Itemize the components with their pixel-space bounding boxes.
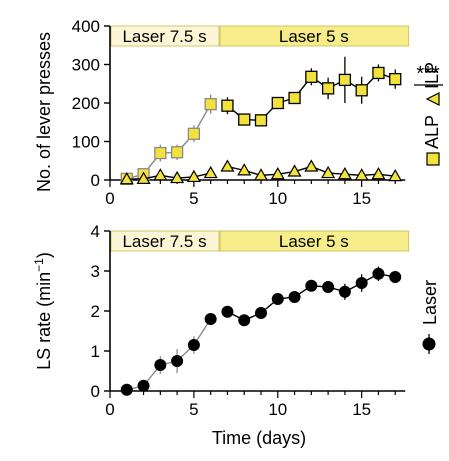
legend-alp-label: ALP [422,115,442,149]
data-point [322,281,335,293]
y-tick-label: 3 [91,262,100,281]
y-axis-label: LS rate (min−1) [32,252,54,370]
legend: ALP ILP [422,62,442,166]
data-point [372,267,385,280]
data-point [288,91,301,105]
phase-label: Laser 7.5 s [122,232,206,251]
y-axis-label-close: ) [34,252,54,258]
x-tick-label: 10 [268,400,287,419]
data-point [136,171,151,184]
legend-laser-label: Laser [420,280,440,325]
x-tick-label: 15 [352,400,371,419]
data-point [254,114,268,127]
data-point [253,168,269,181]
data-point [255,307,267,319]
legend: Laser [420,280,440,354]
y-tick-label: 200 [72,94,100,113]
series-alp [120,56,402,185]
x-tick-label: 0 [105,189,114,208]
data-point [372,66,385,80]
data-point [287,164,302,177]
y-tick-label: 1 [91,342,100,361]
phase-band [219,25,410,47]
data-point [321,82,335,95]
x-tick-label: 5 [189,400,198,419]
data-point [153,168,168,181]
data-point [238,314,251,327]
data-point [355,84,368,97]
data-point [237,163,252,176]
data-point [120,383,133,396]
series-line-early [126,318,212,391]
data-point [355,277,368,289]
data-point [389,271,402,283]
legend-laser-marker [422,337,436,351]
data-point [187,127,201,140]
data-point [137,379,150,392]
phase-band [110,25,220,47]
series-ilp [119,159,403,185]
y-tick-label: 0 [91,171,100,190]
data-point [288,291,301,303]
data-point [204,98,217,111]
data-point [203,165,218,179]
data-point [187,339,200,351]
data-point [354,168,369,181]
y-tick-label: 4 [91,222,100,241]
data-point [270,167,285,180]
x-tick-label: 0 [105,400,114,419]
series-line-early [126,103,212,180]
data-point [154,359,167,371]
data-point [321,165,336,179]
data-point [371,167,386,180]
x-axis-label: Time (days) [212,428,306,448]
data-point [304,159,319,172]
ls-rate-panel: Laser 7.5 s Laser 5 s 0 1 2 3 4 0 5 10 15 LS rate (… [32,222,440,448]
phase-label: Laser 5 s [279,27,349,46]
y-tick-label: 100 [72,133,100,152]
phase-band [219,230,410,252]
legend-ilp-label: ILP [422,62,442,89]
significance-label: *** [416,63,440,85]
x-tick-label: 10 [268,189,287,208]
data-point [305,70,318,83]
y-tick-label: 300 [72,56,100,75]
data-point [204,313,217,325]
data-point [389,72,402,86]
data-point [271,96,284,110]
x-tick-label: 15 [352,189,371,208]
y-axis-label-sup: −1 [32,258,46,272]
phase-label: Laser 5 s [279,232,349,251]
legend-ilp-marker [425,92,440,106]
data-point [338,73,352,87]
x-tick-label: 5 [189,189,198,208]
data-point [220,159,235,172]
data-point [221,305,234,318]
data-point [154,146,167,160]
data-point [271,293,284,305]
series-laser [120,266,402,396]
lever-press-panel: Laser 7.5 s Laser 5 s 0 100 200 300 400 0 5 10 15 N… [34,17,443,208]
data-point [221,99,234,112]
y-tick-label: 400 [72,17,100,36]
data-point [338,285,351,298]
phase-band [110,230,220,252]
phase-label: Laser 7.5 s [122,27,206,46]
data-point [186,169,201,183]
data-point [170,170,185,184]
data-point [170,146,184,159]
y-tick-label: 0 [91,382,100,401]
y-tick-label: 2 [91,302,100,321]
data-point [305,279,318,292]
data-point [238,113,251,126]
y-axis-label-main: LS rate (min [34,272,54,370]
data-point [337,167,352,180]
y-axis-label: No. of lever presses [34,32,54,192]
legend-alp-marker [426,152,440,166]
data-point [119,172,134,185]
data-point [171,355,184,367]
data-point [388,168,403,182]
